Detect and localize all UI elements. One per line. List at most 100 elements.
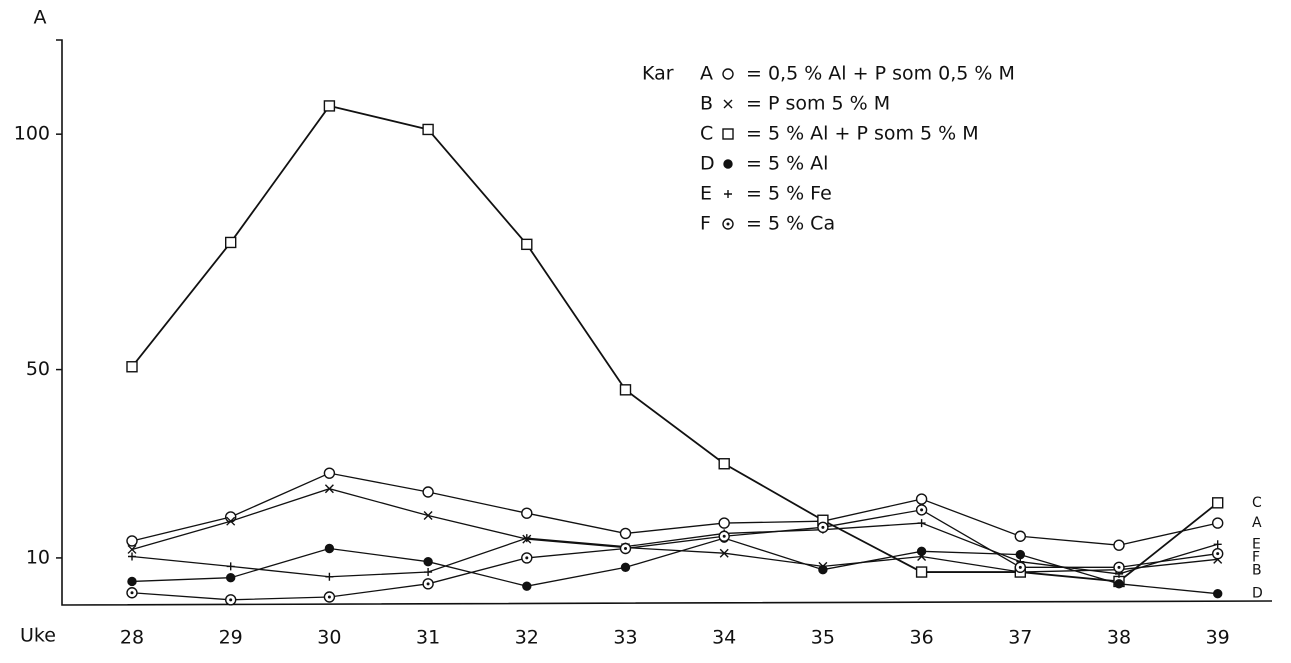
- marker-shape: [127, 544, 137, 554]
- series-line: [131, 522, 1218, 578]
- marker-shape: [1211, 497, 1224, 509]
- marker-shape: [521, 238, 533, 251]
- marker: [126, 535, 138, 547]
- marker: [1212, 589, 1223, 599]
- x-tick-label: 35: [811, 627, 835, 649]
- end-label: D: [1252, 586, 1263, 602]
- marker-shape: [525, 556, 529, 560]
- marker-shape: [722, 68, 734, 80]
- legend-label: = P som 5 % M: [746, 93, 890, 115]
- marker-shape: [1015, 549, 1025, 560]
- marker-shape: [521, 507, 533, 519]
- marker-shape: [229, 598, 233, 602]
- marker: [1113, 561, 1125, 574]
- marker-shape: [128, 552, 136, 561]
- marker: [226, 562, 235, 571]
- marker: [323, 467, 336, 479]
- marker: [1014, 561, 1026, 574]
- legend-title: Kar: [642, 63, 674, 85]
- x-tick-label: 38: [1107, 627, 1131, 649]
- marker: [224, 236, 237, 249]
- marker: [915, 566, 928, 578]
- legend-label: = 5 % Fe: [746, 183, 832, 205]
- marker: [1211, 497, 1224, 509]
- marker: [521, 507, 533, 519]
- y-tick-label: 100: [14, 123, 50, 145]
- end-label: F: [1252, 549, 1260, 565]
- marker-shape: [226, 562, 235, 571]
- marker: [915, 504, 928, 516]
- marker-shape: [327, 595, 331, 599]
- marker: [619, 527, 632, 540]
- marker: [619, 542, 632, 555]
- marker-shape: [1211, 517, 1224, 529]
- marker: [324, 543, 335, 554]
- marker-shape: [1213, 540, 1222, 549]
- marker-shape: [324, 543, 335, 554]
- marker-shape: [127, 576, 137, 587]
- marker: [1213, 540, 1222, 549]
- marker-shape: [916, 546, 927, 557]
- marker: [1211, 517, 1224, 529]
- marker-shape: [1014, 530, 1026, 542]
- marker-shape: [1113, 539, 1125, 551]
- marker: [325, 572, 334, 581]
- series-line: [131, 509, 1218, 601]
- marker-shape: [522, 534, 531, 543]
- marker-shape: [324, 484, 334, 494]
- marker-shape: [620, 562, 631, 573]
- marker: [718, 517, 730, 529]
- marker-shape: [426, 582, 430, 586]
- legend-name: E: [700, 183, 712, 205]
- marker: [127, 576, 137, 587]
- marker-shape: [821, 525, 825, 529]
- marker-shape: [915, 493, 928, 505]
- marker-shape: [423, 511, 433, 521]
- marker-shape: [722, 128, 734, 140]
- marker-shape: [1114, 579, 1124, 589]
- legend-marker: [722, 218, 734, 230]
- marker-shape: [920, 508, 924, 512]
- marker: [126, 361, 138, 373]
- marker-shape: [724, 190, 732, 198]
- marker: [521, 552, 533, 564]
- marker: [128, 552, 136, 561]
- marker-shape: [130, 591, 134, 595]
- marker: [424, 568, 433, 577]
- marker-shape: [126, 361, 138, 373]
- marker-shape: [719, 548, 729, 558]
- marker: [422, 486, 434, 498]
- series-line: [131, 472, 1218, 546]
- marker-shape: [718, 517, 730, 529]
- marker-shape: [1018, 565, 1022, 569]
- legend-marker: [723, 99, 733, 109]
- marker-shape: [723, 159, 733, 169]
- x-tick-label: 29: [219, 627, 243, 649]
- series-line: [131, 537, 1218, 595]
- legend-name: B: [700, 93, 713, 115]
- axes: [56, 39, 1273, 606]
- legend-name: C: [700, 123, 713, 145]
- marker: [323, 591, 336, 603]
- legend-label: = 5 % Al + P som 5 % M: [746, 123, 979, 145]
- legend-marker: [722, 128, 734, 140]
- marker: [323, 100, 336, 112]
- marker: [818, 564, 828, 575]
- marker-shape: [718, 458, 730, 470]
- x-tick-label: 32: [515, 627, 539, 649]
- marker: [619, 384, 632, 396]
- marker-shape: [522, 581, 532, 591]
- marker: [1015, 549, 1025, 560]
- legend-marker: [722, 68, 734, 80]
- marker: [423, 556, 433, 567]
- end-label: B: [1252, 562, 1262, 578]
- marker-shape: [325, 572, 334, 581]
- marker-shape: [225, 572, 236, 583]
- marker-shape: [917, 519, 926, 528]
- marker-shape: [619, 384, 632, 396]
- marker: [917, 519, 926, 528]
- legend-name: A: [700, 63, 713, 85]
- marker-shape: [619, 527, 632, 540]
- marker-shape: [226, 516, 236, 526]
- series-line: [131, 488, 1218, 573]
